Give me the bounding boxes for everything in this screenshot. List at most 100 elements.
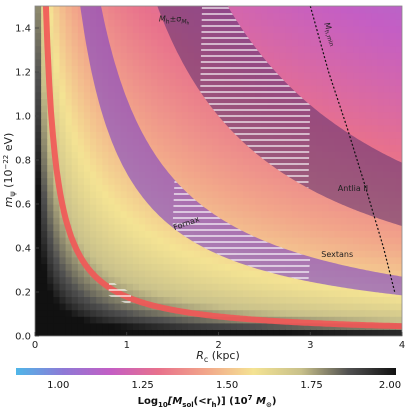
heat-cell xyxy=(359,118,366,126)
heat-cell xyxy=(126,270,134,278)
heat-cell xyxy=(389,131,397,139)
heat-cell xyxy=(90,283,97,291)
heat-cell xyxy=(328,85,336,93)
heat-cell xyxy=(187,78,195,86)
heat-cell xyxy=(212,210,220,218)
heat-cell xyxy=(304,210,311,218)
heat-cell xyxy=(108,303,116,311)
heat-cell xyxy=(310,12,317,20)
heat-cell xyxy=(187,85,195,93)
heat-cell xyxy=(395,111,402,119)
heat-cell xyxy=(71,303,79,311)
heat-cell xyxy=(353,65,360,73)
heat-cell xyxy=(65,237,73,245)
heat-cell xyxy=(35,263,42,271)
heat-cell xyxy=(77,131,85,139)
cb-log: Log xyxy=(138,396,158,407)
heat-cell xyxy=(157,111,165,119)
heat-cell xyxy=(389,65,397,73)
heat-cell xyxy=(291,190,299,198)
heat-cell xyxy=(365,25,373,33)
heat-cell xyxy=(145,210,152,218)
heat-cell xyxy=(255,32,262,40)
heat-cell xyxy=(77,39,85,47)
heat-cell xyxy=(96,157,103,165)
heat-cell xyxy=(389,230,397,238)
cb-bracket: [M xyxy=(167,396,183,407)
heat-cell xyxy=(230,144,238,152)
heat-cell xyxy=(114,52,122,60)
heat-cell xyxy=(138,197,146,205)
heat-cell xyxy=(151,111,158,119)
heat-cell xyxy=(35,250,42,258)
heat-cell xyxy=(255,157,262,165)
heat-cell xyxy=(316,91,324,99)
heat-cell xyxy=(285,197,293,205)
heat-cell xyxy=(77,243,85,251)
heat-cell xyxy=(163,72,171,80)
heat-cell xyxy=(157,12,165,20)
heat-cell xyxy=(365,78,373,86)
cb-close: ) xyxy=(272,396,277,407)
heat-cell xyxy=(340,78,348,86)
heat-cell xyxy=(157,118,165,126)
heat-cell xyxy=(267,223,275,231)
heat-cell xyxy=(194,85,201,93)
heat-cell xyxy=(346,105,354,113)
heat-cell xyxy=(291,223,299,231)
heat-cell xyxy=(77,184,85,192)
heat-cell xyxy=(132,230,140,238)
heat-cell xyxy=(359,72,366,80)
heat-cell xyxy=(169,270,177,278)
heat-cell xyxy=(35,197,42,205)
heat-cell xyxy=(383,58,391,66)
heat-cell xyxy=(41,256,48,264)
heat-cell xyxy=(285,289,293,297)
heat-cell xyxy=(145,58,152,66)
heat-cell xyxy=(267,190,275,198)
heat-cell xyxy=(304,91,311,99)
heat-cell xyxy=(175,124,183,132)
heat-cell xyxy=(261,296,269,304)
heat-cell xyxy=(395,39,402,47)
heat-cell xyxy=(126,45,134,53)
heat-cell xyxy=(41,270,48,278)
heat-cell xyxy=(383,144,391,152)
heat-cell xyxy=(151,118,158,126)
heat-cell xyxy=(132,65,140,73)
heat-cell xyxy=(200,98,207,106)
heat-cell xyxy=(255,25,262,33)
heat-cell xyxy=(138,289,146,297)
heat-cell xyxy=(340,58,348,66)
heat-cell xyxy=(328,204,336,212)
heat-cell xyxy=(163,151,171,159)
heat-cell xyxy=(35,303,42,311)
heat-cell xyxy=(267,6,275,14)
heat-cell xyxy=(194,322,201,330)
heat-cell xyxy=(151,250,158,258)
heat-cell xyxy=(255,223,262,231)
heat-cell xyxy=(108,204,116,212)
heat-cell xyxy=(206,204,213,212)
heat-cell xyxy=(169,144,177,152)
heat-cell xyxy=(334,25,342,33)
heat-cell xyxy=(169,131,177,139)
heat-cell xyxy=(132,204,140,212)
heat-cell xyxy=(285,12,293,20)
heat-cell xyxy=(310,78,317,86)
heat-cell xyxy=(273,58,281,66)
heat-cell xyxy=(383,32,391,40)
heat-cell xyxy=(181,296,189,304)
heat-cell xyxy=(108,223,116,231)
heat-cell xyxy=(145,98,152,106)
heat-cell xyxy=(249,204,256,212)
heat-cell xyxy=(285,303,293,311)
heat-cell xyxy=(359,6,366,14)
heat-cell xyxy=(261,19,269,27)
heat-cell xyxy=(346,237,354,245)
heat-cell xyxy=(181,303,189,311)
heat-cell xyxy=(279,171,287,179)
heat-cell xyxy=(83,105,91,113)
heat-cell xyxy=(35,190,42,198)
heat-cell xyxy=(340,25,348,33)
